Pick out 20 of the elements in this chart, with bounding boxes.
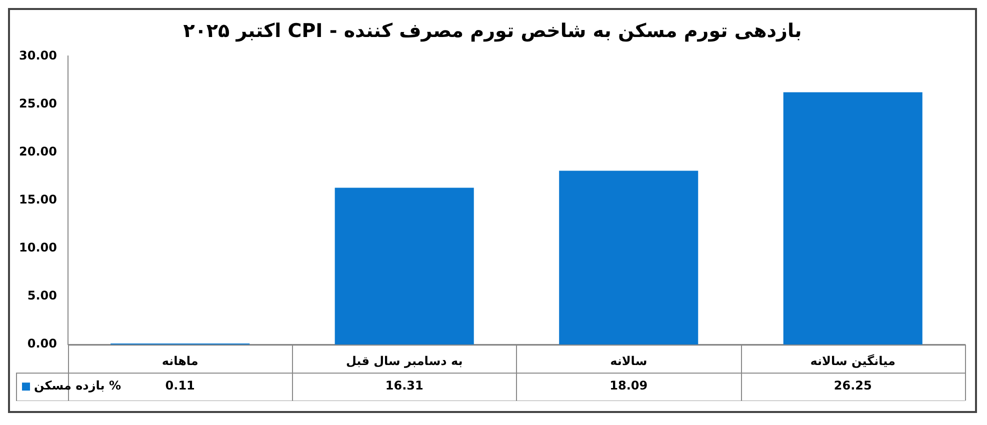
data-label: 0.11 xyxy=(165,378,195,393)
x-tick-label: به دسامبر سال قبل xyxy=(346,354,463,368)
y-tick-label: 25.00 xyxy=(18,96,57,110)
y-tick-label: 20.00 xyxy=(18,144,57,158)
data-label: 16.31 xyxy=(385,378,424,393)
y-tick-label: 15.00 xyxy=(18,192,57,207)
bar xyxy=(334,188,474,345)
data-label: 18.09 xyxy=(610,378,648,393)
y-tick-label: 30.00 xyxy=(18,48,57,62)
chart-title: بازدهی تورم مسکن به شاخص تورم مصرف کننده - CPI اکتبر ۲۰۲۵ xyxy=(182,19,803,44)
data-label: 26.25 xyxy=(834,378,872,393)
bar xyxy=(559,170,698,345)
legend-label: بازده مسکن % xyxy=(34,378,121,393)
x-tick-label: میانگین سالانه xyxy=(810,354,896,368)
x-tick-label: ماهانه xyxy=(162,354,198,368)
y-tick-label: 10.00 xyxy=(18,240,57,255)
bar xyxy=(783,92,922,345)
x-tick-label: سالانه xyxy=(610,354,648,368)
y-tick-label: 5.00 xyxy=(27,288,57,303)
y-tick-label: 0.00 xyxy=(27,336,57,351)
